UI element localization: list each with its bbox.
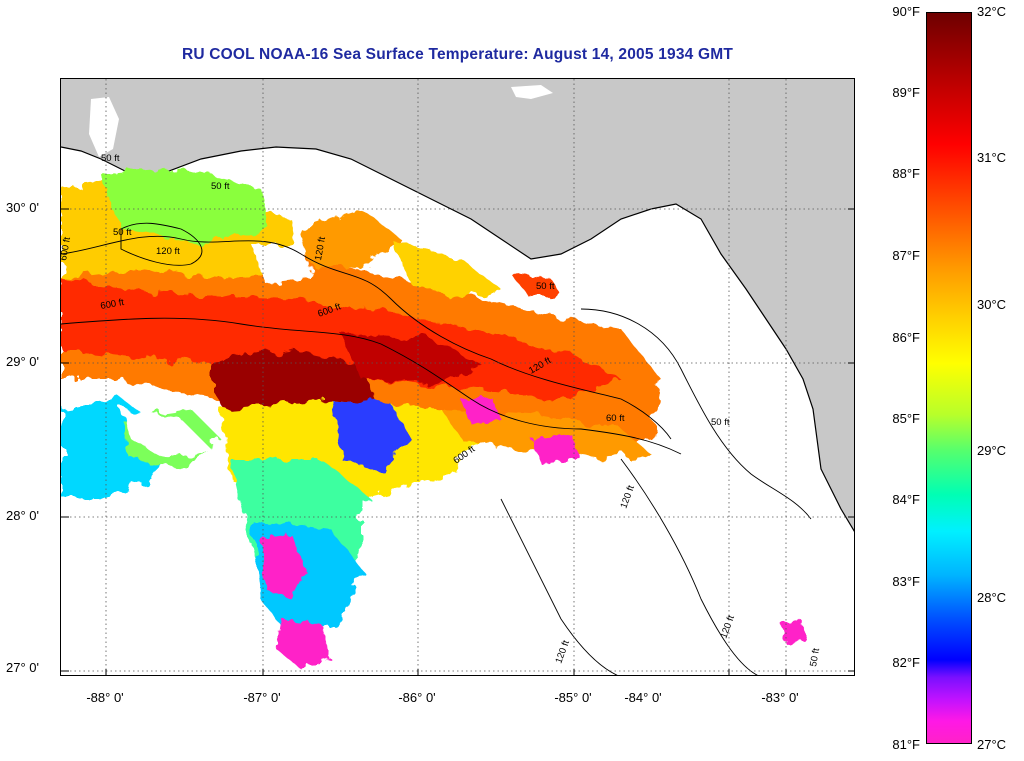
cloud-gaps (61, 244, 481, 675)
lat-label: 28° 0' (6, 508, 39, 523)
contour-label: 50 ft (101, 153, 120, 164)
graticule (61, 79, 854, 675)
colorbar-f-label: 90°F (892, 4, 920, 19)
colorbar-f-label: 83°F (892, 574, 920, 589)
lon-label: -84° 0' (624, 690, 662, 705)
contour-label: 50 ft (711, 417, 730, 428)
colorbar-f-label: 87°F (892, 248, 920, 263)
contour-label: 50 ft (536, 281, 555, 292)
bay-water (89, 97, 119, 157)
lon-label: -87° 0' (243, 690, 281, 705)
bay-water (511, 85, 553, 99)
contour-label: 120 ft (156, 246, 180, 257)
depth-contours (61, 222, 812, 675)
temperature-colorbar (926, 12, 972, 744)
lon-label: -88° 0' (86, 690, 124, 705)
colorbar-c-label: 29°C (977, 443, 1007, 458)
axis-ticks (61, 208, 854, 675)
contour-label: 120 ft (313, 236, 328, 262)
colorbar-f-label: 85°F (892, 411, 920, 426)
colorbar-c-label: 30°C (977, 297, 1007, 312)
colorbar-f-label: 84°F (892, 492, 920, 507)
contour-label: 50 ft (808, 647, 822, 667)
lat-label: 30° 0' (6, 200, 39, 215)
lon-label: -86° 0' (398, 690, 436, 705)
contour-label: 120 ft (553, 639, 572, 665)
lat-label: 29° 0' (6, 354, 39, 369)
colorbar-c-label: 28°C (977, 590, 1007, 605)
colorbar-f-label: 89°F (892, 85, 920, 100)
lon-label: -85° 0' (554, 690, 592, 705)
lat-label: 27° 0' (6, 660, 39, 675)
contour-label: 60 ft (606, 413, 625, 424)
colorbar-c-label: 32°C (977, 4, 1007, 19)
colorbar-f-label: 88°F (892, 166, 920, 181)
colorbar-f-label: 86°F (892, 330, 920, 345)
land-mass (61, 79, 854, 531)
colorbar-c-label: 31°C (977, 150, 1007, 165)
colorbar-f-label: 82°F (892, 655, 920, 670)
contour-label: 120 ft (718, 614, 737, 640)
sst-map-canvas: 50 ft 50 ft 50 ft 120 ft 120 ft 120 ft 6… (61, 79, 854, 675)
contour-label: 50 ft (113, 227, 132, 238)
contour-label: 50 ft (211, 181, 230, 192)
contour-label: 120 ft (618, 484, 637, 510)
lon-label: -83° 0' (761, 690, 799, 705)
colorbar-c-label: 27°C (977, 737, 1007, 752)
sst-map: 50 ft 50 ft 50 ft 120 ft 120 ft 120 ft 6… (60, 78, 855, 676)
sst-field (61, 167, 661, 639)
map-title: RU COOL NOAA-16 Sea Surface Temperature:… (181, 46, 734, 63)
colorbar-f-label: 81°F (892, 737, 920, 752)
